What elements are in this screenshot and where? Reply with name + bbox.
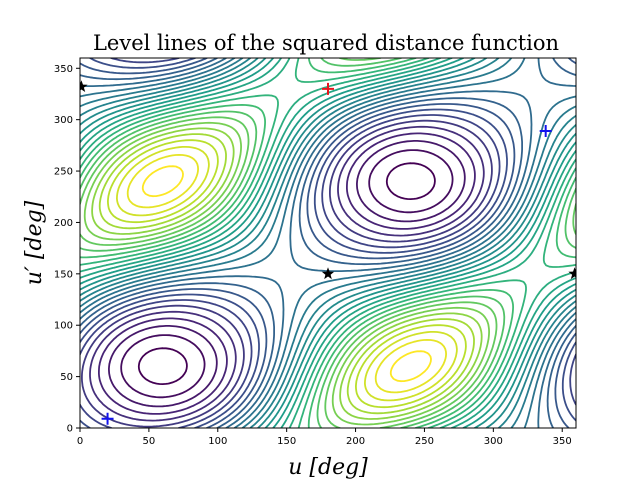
x-tick-label: 0 [77, 436, 83, 447]
contour-level [80, 58, 576, 428]
contour-level [80, 58, 576, 428]
plus-marker [322, 82, 334, 95]
y-tick-label: 250 [54, 167, 73, 178]
contour-level [126, 154, 447, 394]
plus-marker [101, 412, 114, 425]
contour-level [108, 140, 466, 408]
y-tick-label: 50 [60, 372, 73, 383]
contour-level [107, 139, 467, 409]
star-marker [321, 267, 335, 280]
contour-level [80, 58, 576, 428]
chart-title: Level lines of the squared distance func… [93, 31, 559, 55]
markers [80, 80, 576, 425]
contour-level [116, 146, 458, 402]
contour-level [81, 119, 493, 428]
contour-level [137, 162, 436, 385]
contour-level [80, 58, 576, 428]
y-tick-label: 300 [54, 115, 73, 126]
x-tick-label: 50 [143, 436, 156, 447]
x-tick-label: 250 [415, 436, 434, 447]
contour-lines [80, 58, 576, 428]
x-tick-label: 150 [277, 436, 296, 447]
contour-level [141, 165, 432, 383]
contour-level [83, 121, 490, 426]
x-tick-label: 100 [208, 436, 227, 447]
contour-level [80, 58, 576, 428]
y-tick-label: 350 [54, 64, 73, 75]
contour-level [80, 58, 576, 428]
contour-level [89, 125, 485, 422]
y-tick-label: 0 [67, 424, 73, 435]
x-tick-label: 200 [346, 436, 365, 447]
contour-level [80, 58, 576, 428]
plus-marker [539, 124, 552, 137]
star-marker [80, 80, 88, 92]
y-axis-ticks: 0 50 100 150 200 250 300 350 [54, 64, 80, 435]
contour-level [80, 58, 576, 428]
x-axis-label: u [deg] [288, 455, 368, 480]
y-tick-label: 150 [54, 269, 73, 280]
star-marker [568, 267, 576, 280]
contour-level [98, 133, 475, 415]
y-tick-label: 200 [54, 218, 73, 229]
contour-level [80, 58, 576, 428]
y-tick-label: 100 [54, 321, 73, 332]
plot-frame [79, 57, 577, 429]
contour-level [120, 149, 454, 399]
x-axis-ticks: 0 50 100 150 200 250 300 350 [77, 428, 572, 447]
contour-level [98, 132, 476, 415]
x-tick-label: 300 [484, 436, 503, 447]
y-axis-label: u′ [deg] [22, 200, 47, 285]
contour-level [91, 127, 483, 420]
x-tick-label: 350 [553, 436, 572, 447]
